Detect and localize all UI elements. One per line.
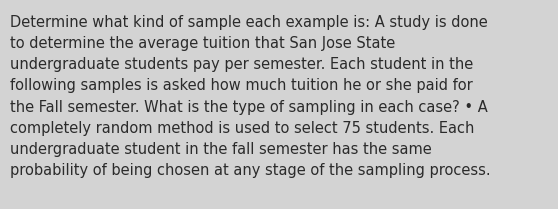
Text: Determine what kind of sample each example is: A study is done
to determine the : Determine what kind of sample each examp… [10,15,490,178]
